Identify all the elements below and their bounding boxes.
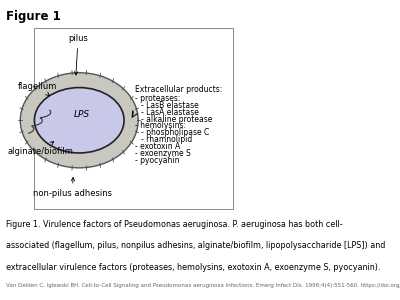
Text: Figure 1. Virulence factors of Pseudomonas aeruginosa. P. aeruginosa has both ce: Figure 1. Virulence factors of Pseudomon… (6, 220, 343, 229)
Text: flagellum: flagellum (18, 82, 58, 96)
Text: Figure 1: Figure 1 (6, 10, 61, 23)
Ellipse shape (20, 73, 138, 168)
Text: - LasA elastase: - LasA elastase (140, 108, 198, 117)
Text: non-pilus adhesins: non-pilus adhesins (33, 178, 112, 198)
Text: - LasB elastase: - LasB elastase (140, 101, 198, 110)
Text: alginate/biofilm: alginate/biofilm (7, 142, 73, 156)
Text: pilus: pilus (68, 34, 88, 75)
Bar (34, 28, 232, 209)
Text: - phospholipase C: - phospholipase C (140, 128, 209, 137)
Text: Van Delden C, Iglewski BH. Cell-to-Cell Signaling and Pseudomonas aeruginosa Inf: Van Delden C, Iglewski BH. Cell-to-Cell … (6, 283, 400, 288)
Text: - hemolysins:: - hemolysins: (135, 122, 186, 130)
Ellipse shape (34, 88, 124, 153)
Text: associated (flagellum, pilus, nonpilus adhesins, alginate/biofilm, lipopolysacch: associated (flagellum, pilus, nonpilus a… (6, 241, 386, 250)
Text: - proteases:: - proteases: (135, 94, 180, 103)
Text: - exotoxin A: - exotoxin A (135, 142, 180, 151)
Text: - pyocyanin: - pyocyanin (135, 156, 179, 165)
Text: - rhamnolipid: - rhamnolipid (140, 135, 192, 144)
Text: LPS: LPS (74, 110, 90, 119)
Text: Extracellular products:: Extracellular products: (135, 85, 222, 94)
Text: - exoenzyme S: - exoenzyme S (135, 149, 190, 158)
Text: - alkaline protease: - alkaline protease (140, 115, 212, 124)
Text: extracellular virulence factors (proteases, hemolysins, exotoxin A, exoenzyme S,: extracellular virulence factors (proteas… (6, 262, 380, 272)
